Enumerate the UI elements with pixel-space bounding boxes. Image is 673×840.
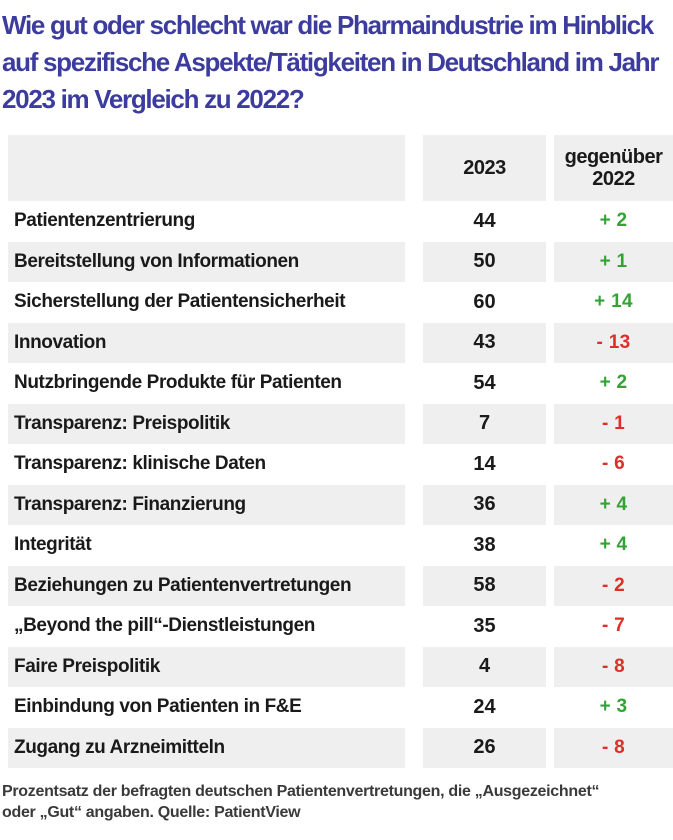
ratings-table: 2023 gegenüber 2022 Patientenzentrierung… bbox=[8, 135, 673, 768]
row-label: Faire Preispolitik bbox=[8, 646, 405, 687]
row-value-2023: 24 bbox=[473, 695, 496, 718]
table-row: Transparenz: Finanzierung 36 + 4 bbox=[8, 484, 673, 525]
row-label: Beziehungen zu Patientenvertretungen bbox=[8, 565, 405, 606]
row-delta-vs-2022: - 8 bbox=[554, 727, 673, 768]
table-row: Transparenz: Preispolitik 7- 1 bbox=[8, 403, 673, 444]
row-value-2023: 36 bbox=[423, 484, 546, 525]
row-delta-vs-2022: + 2 bbox=[599, 210, 628, 232]
row-label: Nutzbringende Produkte für Patienten bbox=[14, 372, 342, 394]
table-row: „Beyond the pill“-Dienstleistungen 35 - 7 bbox=[8, 606, 673, 647]
table-row: Bereitstellung von Informationen 50 + 1 bbox=[8, 241, 673, 282]
row-delta-vs-2022: - 6 bbox=[601, 453, 626, 475]
row-label: Integrität bbox=[14, 534, 92, 556]
row-delta-vs-2022: - 2 bbox=[554, 565, 673, 606]
row-delta-vs-2022: + 4 bbox=[554, 484, 673, 525]
row-value-2023: 14 bbox=[473, 452, 496, 475]
row-label: „Beyond the pill“-Dienstleistungen bbox=[14, 615, 315, 637]
row-label: Sicherstellung der Patientensicherheit bbox=[14, 291, 346, 313]
row-value-2023: 26 bbox=[423, 727, 546, 768]
row-label: Transparenz: klinische Daten bbox=[14, 453, 266, 475]
title-line-1: Wie gut oder schlecht war die Pharmaindu… bbox=[2, 10, 654, 40]
row-value-2023: 60 bbox=[473, 290, 496, 313]
header-aspect-cell bbox=[8, 135, 405, 201]
row-label: Bereitstellung von Informationen bbox=[8, 241, 405, 282]
table-row: Sicherstellung der Patientensicherheit 60… bbox=[8, 282, 673, 323]
header-delta-cell: gegenüber 2022 bbox=[554, 135, 673, 201]
row-delta-vs-2022: - 7 bbox=[601, 615, 626, 637]
source-note-line-2: oder „Gut“ angaben. Quelle: PatientView bbox=[2, 804, 301, 821]
row-value-2023: 38 bbox=[473, 533, 496, 556]
row-label: Einbindung von Patienten in F&E bbox=[14, 696, 302, 718]
table-row: Patientenzentrierung 44 + 2 bbox=[8, 201, 673, 242]
row-value-2023: 54 bbox=[473, 371, 496, 394]
row-delta-vs-2022: + 3 bbox=[599, 696, 628, 718]
table-row: Nutzbringende Produkte für Patienten 54 + … bbox=[8, 363, 673, 404]
row-label: Innovation bbox=[8, 322, 405, 363]
source-note: Prozentsatz der befragten deutschen Pati… bbox=[2, 781, 673, 823]
row-value-2023: 4 bbox=[423, 646, 546, 687]
table-row: Faire Preispolitik 4- 8 bbox=[8, 646, 673, 687]
row-delta-vs-2022: + 1 bbox=[554, 241, 673, 282]
row-label: Patientenzentrierung bbox=[14, 210, 195, 232]
row-value-2023: 35 bbox=[473, 614, 496, 637]
row-label: Transparenz: Preispolitik bbox=[8, 403, 405, 444]
row-label: Transparenz: Finanzierung bbox=[8, 484, 405, 525]
header-2023-cell: 2023 bbox=[423, 135, 546, 201]
table-row: Transparenz: klinische Daten 14 - 6 bbox=[8, 444, 673, 485]
row-value-2023: 7 bbox=[423, 403, 546, 444]
table-row: Integrität 38 + 4 bbox=[8, 525, 673, 566]
table-row: Innovation 43- 13 bbox=[8, 322, 673, 363]
row-delta-vs-2022: - 13 bbox=[554, 322, 673, 363]
row-delta-vs-2022: + 14 bbox=[594, 291, 633, 313]
page-title: Wie gut oder schlecht war die Pharmaindu… bbox=[0, 0, 673, 118]
title-line-2: auf spezifische Aspekte/Tätigkeiten in D… bbox=[2, 47, 659, 77]
row-delta-vs-2022: + 4 bbox=[599, 534, 628, 556]
table-body: Patientenzentrierung 44 + 2 Bereitstellung … bbox=[8, 201, 673, 768]
row-value-2023: 58 bbox=[423, 565, 546, 606]
table-row: Zugang zu Arzneimitteln 26- 8 bbox=[8, 727, 673, 768]
row-delta-vs-2022: - 1 bbox=[554, 403, 673, 444]
table-header-row: 2023 gegenüber 2022 bbox=[8, 135, 673, 201]
row-delta-vs-2022: - 8 bbox=[554, 646, 673, 687]
source-note-line-1: Prozentsatz der befragten deutschen Pati… bbox=[2, 783, 600, 800]
row-value-2023: 44 bbox=[473, 209, 496, 232]
table-row: Beziehungen zu Patientenvertretungen 58- … bbox=[8, 565, 673, 606]
row-value-2023: 50 bbox=[423, 241, 546, 282]
row-label: Zugang zu Arzneimitteln bbox=[8, 727, 405, 768]
title-line-3: 2023 im Vergleich zu 2022? bbox=[2, 84, 305, 114]
row-value-2023: 43 bbox=[423, 322, 546, 363]
table-row: Einbindung von Patienten in F&E 24 + 3 bbox=[8, 687, 673, 728]
row-delta-vs-2022: + 2 bbox=[599, 372, 628, 394]
